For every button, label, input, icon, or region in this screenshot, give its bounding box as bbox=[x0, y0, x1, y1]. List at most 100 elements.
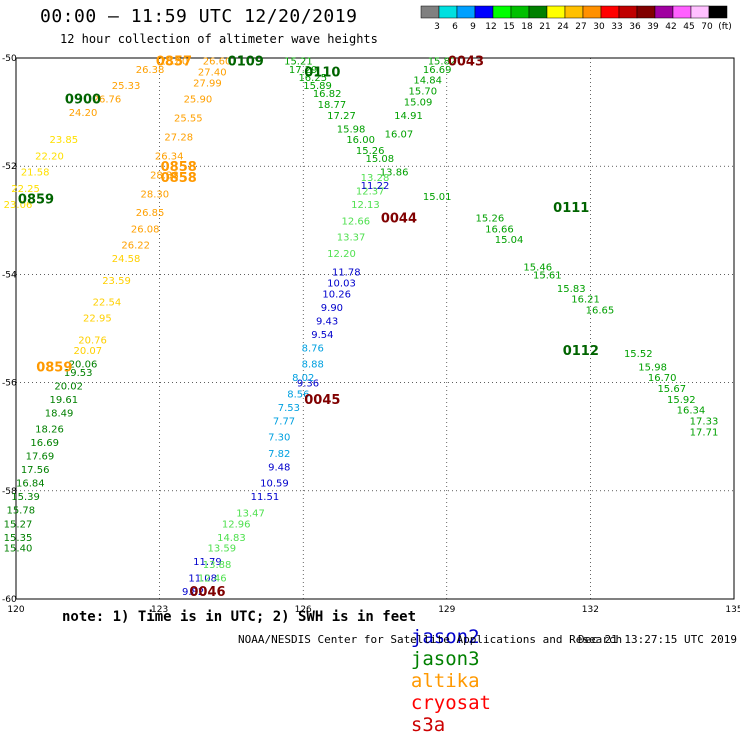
time-label: 0859 bbox=[18, 193, 54, 208]
track-point-label: 15.89 bbox=[303, 81, 332, 92]
track-point-label: 26.22 bbox=[121, 241, 150, 252]
legend-swatch bbox=[600, 5, 620, 19]
x-tick-label: 126 bbox=[295, 605, 312, 615]
time-label: 0110 bbox=[304, 66, 340, 81]
track-point-label: 15.52 bbox=[624, 349, 653, 360]
track-point-label: 15.46 bbox=[523, 262, 552, 273]
track-point-label: 23.06 bbox=[4, 200, 33, 211]
track-point-label: 12.37 bbox=[356, 187, 385, 198]
track-point-label: 9.48 bbox=[268, 462, 290, 473]
track-point-label: 9.43 bbox=[316, 316, 338, 327]
track-point-label: 20.02 bbox=[54, 381, 83, 392]
track-point-label: 18.49 bbox=[45, 408, 74, 419]
track-point-label: 11.79 bbox=[193, 557, 222, 568]
legend-value: 9 bbox=[470, 22, 476, 32]
legend-value: 18 bbox=[521, 22, 533, 32]
track-point-label: 15.21 bbox=[284, 57, 313, 68]
track-point-label: 11.08 bbox=[188, 573, 217, 584]
y-tick-label: -52 bbox=[2, 162, 17, 172]
track-point-label: 15.67 bbox=[657, 384, 686, 395]
legend-value: 21 bbox=[539, 22, 550, 32]
sat-name: altika bbox=[410, 670, 480, 692]
track-point-label: 13.28 bbox=[361, 173, 390, 184]
track-point-label: 17.27 bbox=[327, 111, 356, 122]
track-point-label: 14.83 bbox=[217, 533, 246, 544]
track-point-label: 13.37 bbox=[337, 233, 366, 244]
track-point-label: 9.36 bbox=[297, 379, 319, 390]
y-tick-label: -60 bbox=[2, 595, 17, 605]
track-point-label: 16.84 bbox=[16, 479, 45, 490]
wave-height-chart: 3 6 9 12 15 18 21 24 27 30 33 36 39 42 45 70 (ft) 120 123… bbox=[2, 5, 740, 615]
time-label: 0112 bbox=[563, 344, 599, 359]
legend-value: 6 bbox=[452, 22, 458, 32]
track-point-label: 24.20 bbox=[69, 108, 98, 119]
time-label: 0900 bbox=[65, 93, 101, 108]
track-point-label: 15.82 bbox=[428, 57, 457, 68]
chart-title: 00:00 – 11:59 UTC 12/20/2019 bbox=[40, 6, 358, 27]
legend-swatch bbox=[510, 5, 530, 19]
track-point-label: 17.29 bbox=[289, 65, 318, 76]
legend-swatch bbox=[438, 5, 458, 19]
sat-name: cryosat bbox=[410, 692, 491, 714]
sat-name: jason3 bbox=[410, 648, 480, 670]
y-tick-label: -54 bbox=[2, 270, 17, 280]
track-point-label: 20.76 bbox=[78, 335, 107, 346]
y-tick-label: -56 bbox=[2, 379, 17, 389]
track-point-label: 24.58 bbox=[112, 254, 141, 265]
track-point-label: 16.25 bbox=[298, 73, 327, 84]
track-point-label: 15.09 bbox=[404, 97, 433, 108]
legend-value: 15 bbox=[503, 22, 514, 32]
legend-value: 36 bbox=[629, 22, 641, 32]
track-point-label: 26.80 bbox=[160, 57, 189, 68]
plot-frame bbox=[15, 57, 735, 600]
track-point-label: 15.08 bbox=[365, 154, 394, 165]
track-point-label: 27.28 bbox=[164, 132, 193, 143]
track-point-label: 7.30 bbox=[268, 433, 290, 444]
track-point-label: 22.20 bbox=[35, 151, 64, 162]
legend-swatch bbox=[528, 5, 548, 19]
track-point-label: 13.86 bbox=[380, 168, 409, 179]
legend-swatch bbox=[492, 5, 512, 19]
time-label: 0111 bbox=[553, 201, 589, 216]
track-point-label: 21.58 bbox=[21, 168, 50, 179]
legend-value: 39 bbox=[647, 22, 659, 32]
track-point-label: 16.34 bbox=[677, 406, 706, 417]
y-tick-label: -58 bbox=[2, 487, 17, 497]
track-point-label: 23.85 bbox=[50, 135, 79, 146]
track-point-label: 25.33 bbox=[112, 81, 141, 92]
track-point-label: 7.53 bbox=[278, 403, 300, 414]
track-point-label: 15.35 bbox=[4, 533, 33, 544]
track-point-label: 7.82 bbox=[268, 449, 290, 460]
track-point-label: 15.01 bbox=[423, 192, 452, 203]
track-point-label: 25.55 bbox=[174, 114, 203, 125]
track-point-label: 15.26 bbox=[476, 214, 505, 225]
track-point-label: 17.33 bbox=[690, 416, 719, 427]
track-point-label: 13.59 bbox=[208, 544, 237, 555]
track-point-label: 16.69 bbox=[423, 65, 452, 76]
track-point-label: 18.26 bbox=[35, 425, 64, 436]
satellite-legend: jason2 jason3 altika cryosat s3a bbox=[388, 604, 491, 736]
track-point-label: 16.69 bbox=[30, 438, 59, 449]
track-point-label: 10.26 bbox=[322, 289, 351, 300]
track-point-label: 26.08 bbox=[131, 224, 160, 235]
track-point-label: 15.70 bbox=[409, 86, 438, 97]
chart-subtitle: 12 hour collection of altimeter wave hei… bbox=[60, 32, 378, 46]
x-tick-label: 129 bbox=[438, 605, 455, 615]
track-point-label: 10.59 bbox=[260, 479, 289, 490]
track-point-label: 15.98 bbox=[337, 124, 366, 135]
track-point-label: 26.38 bbox=[136, 65, 165, 76]
track-point-label: 15.83 bbox=[557, 284, 586, 295]
legend-value: 24 bbox=[557, 22, 569, 32]
track-point-label: 12.66 bbox=[342, 216, 371, 227]
chart-axes: 120 123 126 129 132 135 -50 -52 -54 -56 -58 -60 bbox=[2, 54, 740, 615]
x-tick-label: 135 bbox=[725, 605, 740, 615]
legend-swatch bbox=[582, 5, 602, 19]
legend-swatch bbox=[420, 5, 440, 19]
time-label: 0045 bbox=[304, 393, 340, 408]
legend-swatch bbox=[690, 5, 710, 19]
legend-swatch bbox=[546, 5, 566, 19]
track-point-label: 15.39 bbox=[11, 492, 40, 503]
legend-value: 45 bbox=[683, 22, 694, 32]
time-label: 0109 bbox=[228, 55, 264, 70]
track-point-label: 22.25 bbox=[11, 184, 40, 195]
